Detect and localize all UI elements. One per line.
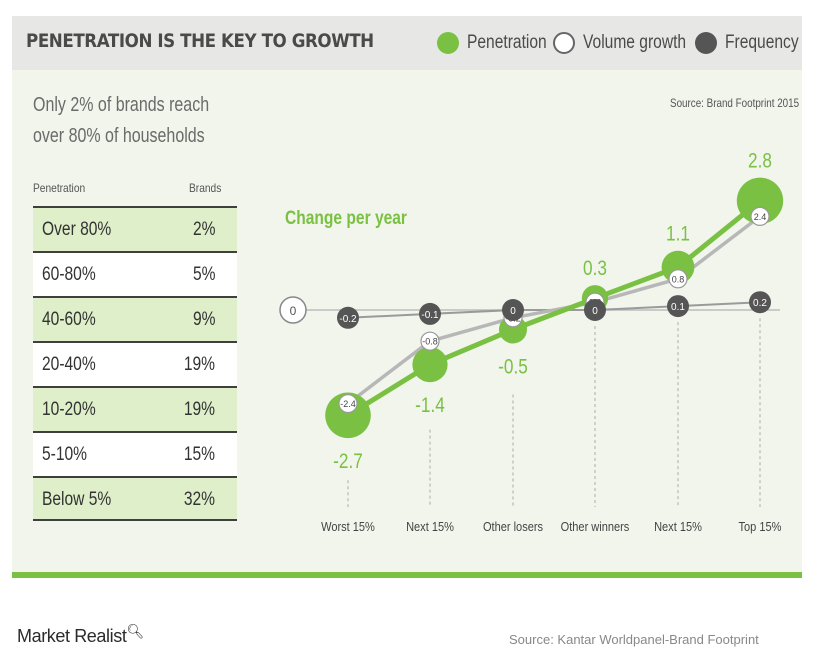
brands-cell: 32% — [183, 489, 215, 510]
brands-cell: 5% — [192, 264, 215, 285]
penetration-cell: Over 80% — [42, 219, 112, 240]
page-title: PENETRATION IS THE KEY TO GROWTH — [26, 30, 374, 52]
market-realist-logo[interactable]: Market Realist🔍︎ — [17, 623, 144, 647]
brands-cell: 19% — [183, 354, 215, 375]
table-row: Below 5% 32% — [33, 476, 237, 521]
source-note: Source: Brand Footprint 2015 — [670, 96, 800, 110]
footer-source: Source: Kantar Worldpanel-Brand Footprin… — [509, 632, 759, 647]
legend-item-penetration: Penetration — [437, 26, 564, 60]
penetration-label: -1.4 — [415, 395, 445, 418]
category-label: Worst 15% — [321, 519, 375, 534]
penetration-cell: 20-40% — [42, 354, 96, 375]
volume-growth-point — [338, 394, 358, 414]
volume-growth-label: 2.4 — [754, 212, 767, 222]
category-label: Other winners — [561, 519, 630, 534]
green-footer-bar — [12, 572, 802, 578]
frequency-point — [337, 306, 359, 329]
table-header-penetration: Penetration — [33, 181, 86, 195]
subtitle: Only 2% of brands reach over 80% of hous… — [33, 94, 210, 147]
penetration-cell: Below 5% — [42, 489, 112, 510]
logo-text: Market Realist — [17, 626, 127, 646]
chart-title: Change per year — [285, 207, 407, 229]
frequency-label: 0 — [592, 306, 598, 317]
brands-cell: 9% — [192, 309, 215, 330]
volume-growth-point — [750, 206, 770, 226]
category-label: Other losers — [483, 519, 543, 534]
white-dot-icon — [553, 32, 575, 54]
brands-cell: 19% — [183, 399, 215, 420]
header-bar: PENETRATION IS THE KEY TO GROWTH Penetra… — [12, 16, 802, 70]
table-row: 40-60% 9% — [33, 296, 237, 341]
frequency-point — [667, 295, 689, 318]
penetration-line — [346, 198, 762, 418]
frequency-point — [502, 299, 524, 321]
volume-growth-point — [420, 331, 440, 351]
frequency-point — [749, 291, 771, 314]
table-row: 5-10% 15% — [33, 431, 237, 476]
penetration-cell: 10-20% — [42, 399, 96, 420]
frequency-label: -0.1 — [421, 310, 439, 321]
penetration-label: 1.1 — [666, 223, 690, 246]
table-header-brands: Brands — [189, 181, 222, 195]
volume-growth-label: -2.4 — [340, 399, 356, 409]
table-row: Over 80% 2% — [33, 206, 237, 251]
volume-growth-label: 0.8 — [672, 274, 685, 284]
table-row: 20-40% 19% — [33, 341, 237, 386]
penetration-cell: 5-10% — [42, 444, 88, 465]
brands-cell: 15% — [183, 444, 215, 465]
table-row: 60-80% 5% — [33, 251, 237, 296]
legend-label: Volume growth — [583, 32, 687, 53]
zero-marker — [279, 296, 307, 324]
volume-growth-point — [668, 269, 688, 289]
green-dot-icon — [437, 32, 459, 54]
legend-label: Penetration — [467, 32, 547, 53]
legend-item-frequency: Frequency — [695, 26, 813, 60]
frequency-point — [584, 299, 606, 321]
magnifier-icon: 🔍︎ — [126, 623, 144, 639]
penetration-label: -2.7 — [333, 451, 363, 474]
category-label: Next 15% — [654, 519, 702, 534]
category-label: Next 15% — [406, 519, 454, 534]
penetration-table: Over 80% 2% 60-80% 5% 40-60% 9% 20-40% 1… — [33, 206, 237, 521]
penetration-point — [412, 347, 448, 383]
frequency-label: -0.2 — [339, 314, 357, 325]
volume-growth-label: -0.8 — [422, 337, 438, 347]
legend-label: Frequency — [725, 32, 799, 53]
brands-cell: 2% — [192, 219, 215, 240]
penetration-label: 0.3 — [583, 258, 607, 281]
frequency-label: 0.2 — [753, 298, 767, 309]
dark-dot-icon — [695, 32, 717, 54]
penetration-cell: 60-80% — [42, 264, 96, 285]
frequency-point — [419, 302, 441, 325]
penetration-cell: 40-60% — [42, 309, 96, 330]
legend-item-volume-growth: Volume growth — [553, 26, 709, 60]
table-row: 10-20% 19% — [33, 386, 237, 431]
penetration-label: 2.8 — [748, 150, 772, 173]
category-label: Top 15% — [739, 519, 782, 534]
penetration-point — [325, 392, 371, 439]
zero-label: 0 — [290, 304, 297, 318]
penetration-point — [736, 177, 784, 224]
frequency-label: 0.1 — [671, 302, 685, 313]
frequency-label: 0 — [510, 306, 516, 317]
penetration-label: -0.5 — [498, 356, 528, 379]
